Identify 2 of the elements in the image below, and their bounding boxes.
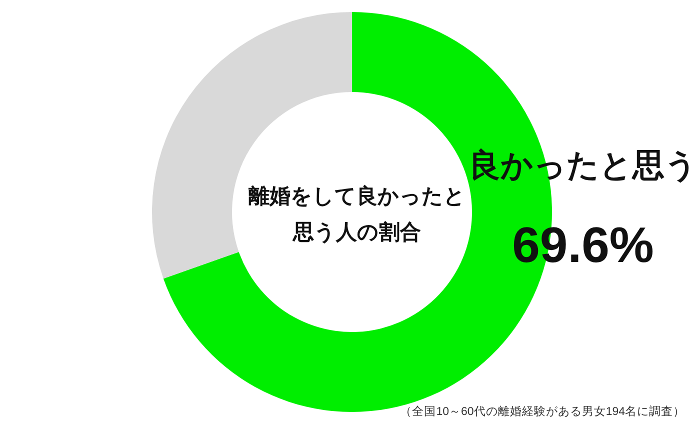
text: （全国10～60代の離婚経験がある男女194名に調査） (400, 404, 686, 418)
text: 離婚をして良かったと思う人の割合 (248, 184, 466, 244)
